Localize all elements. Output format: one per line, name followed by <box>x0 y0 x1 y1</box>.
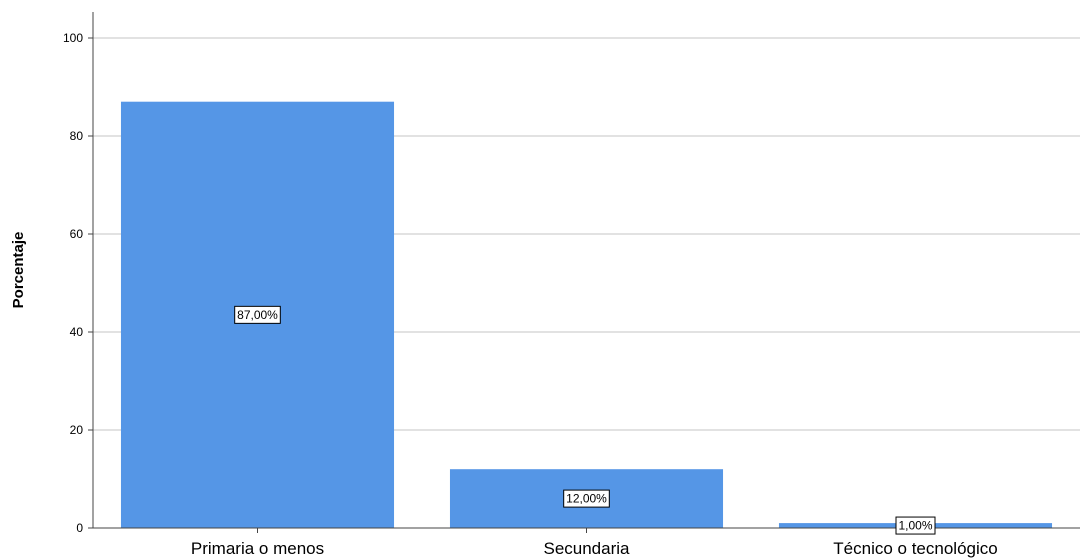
data-label: 1,00% <box>898 519 932 533</box>
data-label: 12,00% <box>566 492 607 506</box>
y-tick-labels: 0 20 40 60 80 100 <box>63 31 93 535</box>
y-tick-label: 0 <box>76 521 83 535</box>
data-labels: 87,00% 12,00% 1,00% <box>234 305 936 535</box>
y-tick-label: 80 <box>70 129 84 143</box>
y-tick-label: 20 <box>70 423 84 437</box>
y-tick-label: 100 <box>63 31 83 45</box>
y-axis-title: Porcentaje <box>10 232 27 309</box>
x-category-label: Secundaria <box>543 539 630 558</box>
x-category-label: Primaria o menos <box>191 539 324 558</box>
data-label-box <box>563 489 610 508</box>
x-category-labels: Primaria o menos Secundaria Técnico o tecn… <box>191 528 998 558</box>
y-tick-label: 60 <box>70 227 84 241</box>
x-category-label: Técnico o tecnológico <box>833 539 997 558</box>
data-label: 87,00% <box>237 308 278 322</box>
data-label-box <box>895 516 936 535</box>
data-label-box <box>234 305 281 324</box>
y-tick-label: 40 <box>70 325 84 339</box>
